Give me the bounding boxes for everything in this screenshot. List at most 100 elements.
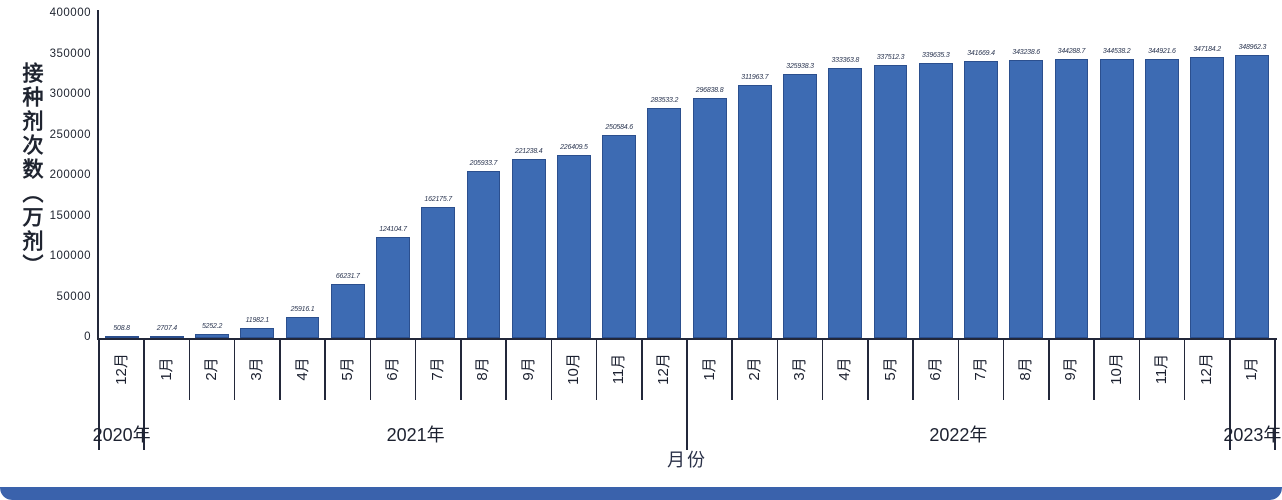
x-tick-label: 7月: [972, 357, 989, 381]
bar-value-label: 5252.2: [201, 323, 223, 330]
bar: [195, 334, 230, 338]
bar-value-label: 344538.2: [1102, 48, 1131, 55]
bar-value-label: 2707.4: [156, 325, 177, 332]
month-tick: [912, 338, 914, 400]
bar-value-label: 333363.8: [831, 57, 860, 64]
month-tick: [369, 338, 372, 400]
x-tick-label: 12月: [655, 353, 673, 385]
bar-value-label: 347184.2: [1193, 46, 1221, 53]
month-tick: [821, 338, 824, 400]
bar: [285, 317, 320, 338]
month-tick: [641, 338, 643, 400]
bar-value-label: 250584.6: [605, 124, 633, 131]
x-tick-label: 1月: [700, 357, 718, 381]
bar-value-label: 221238.4: [514, 148, 543, 155]
y-tick-label: 0: [84, 331, 91, 343]
bar-value-label: 283533.2: [650, 97, 679, 104]
x-tick-label: 10月: [564, 353, 582, 385]
bar: [1099, 59, 1134, 338]
bar-value-label: 339635.3: [921, 52, 950, 59]
y-tick-label: 300000: [49, 88, 91, 100]
bar-value-label: 337512.3: [876, 54, 905, 61]
month-tick: [324, 338, 326, 400]
x-tick-label: 4月: [293, 357, 311, 381]
bar: [873, 65, 908, 338]
bar: [783, 74, 818, 338]
y-tick-label: 150000: [49, 209, 91, 222]
bar: [602, 135, 637, 338]
bar: [466, 171, 501, 338]
month-tick: [550, 338, 553, 400]
bar: [556, 155, 591, 338]
x-tick-label: 1月: [1243, 357, 1261, 381]
x-tick-label: 12月: [1198, 353, 1216, 385]
bar-value-label: 66231.7: [335, 273, 360, 280]
bar: [511, 159, 546, 338]
year-boundary-tick: [1229, 338, 1231, 450]
bar: [647, 108, 682, 338]
x-tick-label: 11月: [610, 353, 628, 385]
bar-value-label: 162175.7: [424, 196, 453, 203]
bar-value-label: 343238.6: [1012, 49, 1041, 56]
bar-value-label: 341669.4: [967, 50, 995, 57]
bar: [330, 284, 365, 338]
y-tick-label: 200000: [49, 169, 91, 181]
bar-value-label: 344921.6: [1148, 48, 1176, 55]
bar-value-label: 344288.7: [1057, 48, 1086, 55]
month-tick: [957, 338, 960, 400]
y-tick-label: 250000: [49, 128, 91, 141]
bar: [1235, 55, 1270, 338]
year-boundary-tick: [686, 338, 688, 450]
month-tick: [1138, 338, 1141, 400]
month-tick: [505, 338, 507, 400]
month-tick: [1093, 338, 1095, 400]
x-tick-label: 9月: [519, 357, 537, 381]
bar: [104, 336, 139, 338]
bar-value-label: 508.8: [113, 325, 130, 332]
year-boundary-tick: [143, 338, 145, 450]
month-tick: [279, 338, 281, 400]
month-tick: [776, 338, 779, 400]
month-tick: [1002, 338, 1005, 400]
year-boundary-tick: [98, 338, 100, 450]
bar: [1054, 59, 1089, 338]
month-tick: [1183, 338, 1186, 400]
bar-value-label: 325938.3: [786, 63, 814, 70]
x-tick-label: 11月: [1152, 353, 1170, 385]
x-tick-label: 2月: [745, 357, 763, 381]
y-tick-label: 400000: [49, 7, 91, 19]
bar: [1144, 59, 1179, 338]
bar: [692, 98, 727, 338]
year-boundary-tick: [1274, 338, 1276, 450]
year-label: 2023年: [1223, 425, 1282, 445]
x-tick-label: 6月: [384, 357, 401, 381]
bar: [964, 61, 998, 338]
y-tick-label: 100000: [49, 250, 91, 262]
x-tick-label: 12月: [112, 353, 130, 385]
x-tick-label: 1月: [157, 357, 175, 381]
month-tick: [731, 338, 733, 400]
month-tick: [595, 338, 598, 400]
bar: [149, 336, 184, 338]
y-tick-label: 50000: [56, 290, 91, 303]
x-tick-label: 6月: [926, 357, 944, 381]
month-tick: [460, 338, 462, 400]
x-tick-label: 5月: [881, 357, 899, 381]
bar-value-label: 348962.3: [1238, 44, 1267, 51]
bar: [1009, 60, 1044, 338]
x-tick-label: 10月: [1107, 353, 1125, 385]
bar: [421, 207, 456, 338]
year-label: 2020年: [92, 425, 151, 445]
year-label: 2022年: [929, 425, 988, 445]
bottom-blue-strip: [0, 487, 1282, 500]
bar-value-label: 11982.1: [245, 317, 270, 324]
bar-value-label: 124104.7: [379, 226, 407, 233]
bar-value-label: 296838.8: [695, 87, 724, 94]
bar-value-label: 25916.1: [290, 306, 315, 313]
bar: [376, 237, 410, 338]
y-tick-label: 350000: [49, 47, 91, 60]
x-tick-label: 9月: [1062, 357, 1080, 381]
month-tick: [414, 338, 417, 400]
x-axis-title: 月份: [667, 450, 707, 470]
